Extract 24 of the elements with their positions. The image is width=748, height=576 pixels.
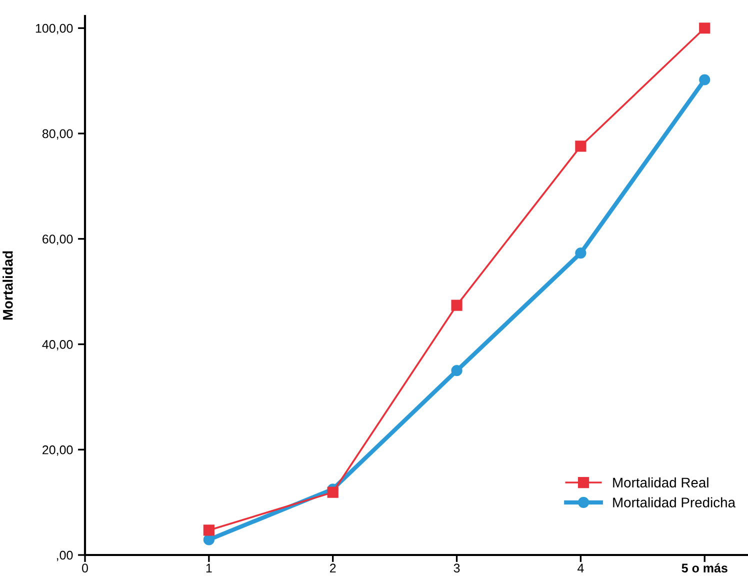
- x-tick-label: 1: [206, 564, 212, 572]
- point: [575, 248, 586, 259]
- y-tick-label: 20,00: [42, 445, 73, 456]
- point: [203, 534, 214, 546]
- y-tick-label: ,00: [56, 550, 73, 562]
- legend-label: Mortalidad Predicha: [613, 497, 736, 508]
- x-tick-label: 0: [82, 564, 88, 573]
- point: [699, 74, 710, 86]
- x-tick-label: 3: [454, 564, 460, 573]
- y-tick-label: 60,00: [42, 234, 73, 245]
- point: [451, 300, 462, 311]
- point: [451, 365, 462, 376]
- x-tick-label: 2: [330, 564, 336, 572]
- point: [203, 524, 214, 536]
- y-tick-label: 80,00: [42, 129, 73, 140]
- y-tick-label: 40,00: [42, 340, 73, 350]
- y-tick-label: 100,00: [36, 24, 73, 34]
- point: [699, 22, 710, 34]
- x-tick-label: 4: [578, 564, 584, 572]
- point: [575, 140, 586, 152]
- legend-label: Mortalidad Real: [613, 477, 708, 488]
- x-tick-label: 5 o más: [682, 563, 728, 573]
- point: [327, 486, 338, 498]
- y-axis-title: Mortalidad: [2, 251, 13, 320]
